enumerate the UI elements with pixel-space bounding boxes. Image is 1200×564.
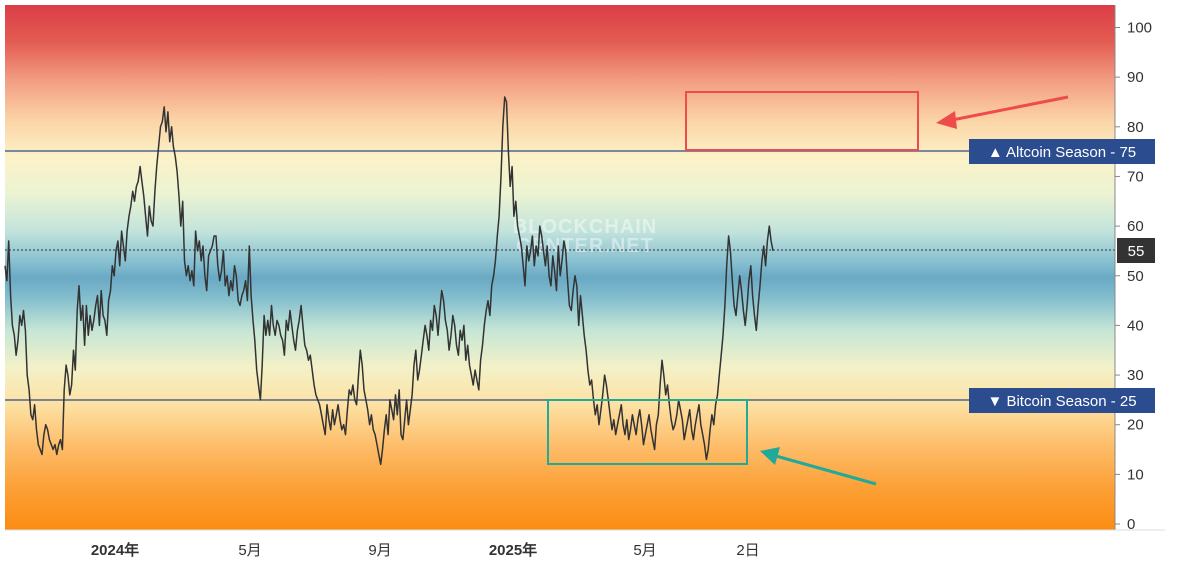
current-value-label: 55: [1128, 243, 1145, 260]
watermark-line-2: CENTER.NET: [516, 235, 654, 257]
x-tick-label: 5月: [633, 542, 656, 559]
x-axis-ticks: 2024年 5月 9月 2025年 5月 2日: [91, 541, 760, 559]
watermark-line-1: BLOCKCHAIN: [513, 216, 657, 238]
altcoin-season-badge: ▲ Altcoin Season - 75: [969, 139, 1155, 164]
y-tick-label: 70: [1127, 168, 1144, 185]
bitcoin-season-badge: ▼ Bitcoin Season - 25: [969, 388, 1155, 413]
current-value-badge: 55: [1117, 238, 1155, 263]
teal-arrow: [760, 447, 877, 486]
series-line: [4, 96, 774, 466]
y-tick-label: 60: [1127, 218, 1144, 235]
y-tick-label: 0: [1127, 516, 1135, 533]
x-tick-label: 9月: [368, 542, 391, 559]
x-tick-label: 5月: [238, 542, 261, 559]
red-arrow: [936, 95, 1069, 129]
x-tick-label: 2025年: [489, 541, 537, 559]
y-tick-label: 40: [1127, 317, 1144, 334]
bitcoin-season-label: ▼ Bitcoin Season - 25: [987, 393, 1136, 410]
altcoin-season-label: ▲ Altcoin Season - 75: [988, 144, 1136, 161]
y-tick-label: 10: [1127, 466, 1144, 483]
highlight-box-teal: [547, 399, 748, 465]
y-tick-label: 20: [1127, 417, 1144, 434]
x-tick-label: 2日: [736, 542, 759, 559]
y-tick-label: 30: [1127, 367, 1144, 384]
watermark: BLOCKCHAIN CENTER.NET: [513, 216, 657, 257]
y-tick-label: 50: [1127, 268, 1144, 285]
highlight-box-red: [685, 91, 919, 151]
right-axis-bg: [1115, 5, 1165, 530]
y-axis-ticks: 0 10 20 30 40 50 60 70 80 90 100: [1115, 20, 1152, 533]
y-tick-label: 100: [1127, 20, 1152, 37]
y-tick-label: 90: [1127, 69, 1144, 86]
y-tick-label: 80: [1127, 119, 1144, 136]
x-tick-label: 2024年: [91, 541, 139, 559]
